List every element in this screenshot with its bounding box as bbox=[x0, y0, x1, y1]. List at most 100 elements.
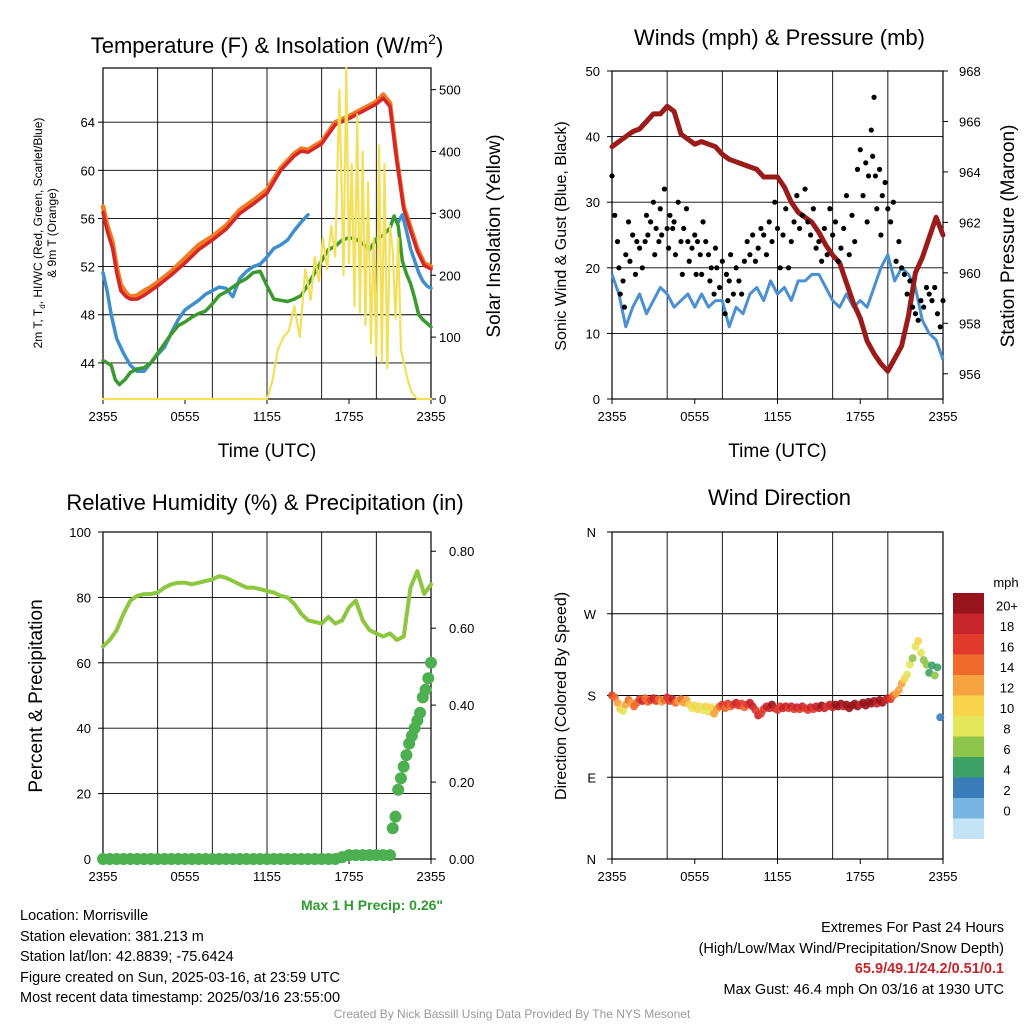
gust-point bbox=[796, 225, 803, 232]
gust-point bbox=[896, 238, 902, 245]
humidity-chart: 0 20 40 60 80 100 0.00 0.20 0.40 0.60 0.80 2355 0555… bbox=[26, 490, 474, 884]
precip-point bbox=[392, 783, 405, 796]
y-axis-label: Percent & Precipitation bbox=[26, 599, 47, 792]
x-tick-label: 1755 bbox=[335, 409, 364, 424]
station-latlon: Station lat/lon: 42.8839; -75.6424 bbox=[20, 949, 234, 965]
gust-point bbox=[716, 284, 723, 291]
y2-tick-label: 0.00 bbox=[449, 852, 474, 867]
gust-point bbox=[915, 317, 921, 323]
gust-point bbox=[705, 252, 712, 258]
colorbar-swatch bbox=[953, 818, 984, 839]
gust-point bbox=[699, 271, 705, 277]
y-tick-label: 52 bbox=[81, 260, 95, 275]
colorbar-swatch bbox=[953, 613, 984, 634]
gust-point bbox=[860, 193, 866, 199]
precip-point bbox=[419, 683, 432, 696]
gust-point bbox=[678, 238, 684, 245]
gust-point bbox=[921, 304, 927, 310]
gust-point bbox=[783, 206, 789, 212]
gust-point bbox=[711, 291, 717, 297]
direction-point bbox=[905, 660, 914, 669]
series-wind-chill-line bbox=[101, 214, 433, 387]
precip-point bbox=[397, 760, 410, 773]
x-tick-label: 1155 bbox=[253, 409, 281, 424]
gust-point bbox=[697, 252, 703, 258]
y-tick-label: 100 bbox=[69, 525, 91, 540]
colorbar-label: 20+ bbox=[996, 599, 1018, 614]
gust-point bbox=[835, 258, 841, 264]
y-tick-label: 40 bbox=[77, 721, 91, 736]
gust-point bbox=[636, 245, 643, 251]
colorbar-swatch bbox=[953, 654, 984, 675]
gust-point bbox=[653, 225, 659, 232]
gust-point bbox=[755, 245, 761, 251]
chart-title: Winds (mph) & Pressure (mb) bbox=[634, 25, 925, 50]
y-tick-label: S bbox=[587, 689, 596, 704]
precip-point bbox=[400, 749, 413, 762]
y-tick-label: 60 bbox=[81, 163, 95, 178]
y2-axis-label: Solar Insolation (Yellow) bbox=[484, 134, 505, 337]
extremes-values: 65.9/49.1/24.2/0.51/0.1 bbox=[854, 961, 1004, 977]
recent-timestamp: Most recent data timestamp: 2025/03/16 2… bbox=[20, 990, 341, 1006]
gust-point bbox=[744, 238, 750, 245]
y-tick-label: 60 bbox=[77, 656, 91, 671]
colorbar-title: mph bbox=[993, 575, 1018, 590]
precip-point bbox=[386, 822, 399, 835]
colorbar-label: 14 bbox=[1000, 660, 1014, 675]
gust-point bbox=[813, 245, 819, 251]
gust-point bbox=[876, 166, 883, 172]
y-tick-label: E bbox=[587, 770, 596, 785]
colorbar-swatch bbox=[953, 757, 984, 778]
gust-point bbox=[846, 252, 852, 258]
gust-point bbox=[816, 238, 822, 245]
x-tick-label: 1155 bbox=[764, 409, 792, 424]
series-rh-line bbox=[101, 569, 433, 649]
gust-point bbox=[683, 206, 690, 212]
gust-point bbox=[708, 265, 714, 271]
credit-line: Created By Nick Bassill Using Data Provi… bbox=[333, 1007, 691, 1021]
gust-point bbox=[645, 232, 651, 238]
chart-title: Wind Direction bbox=[708, 485, 851, 510]
gust-point bbox=[614, 238, 621, 245]
gust-point bbox=[686, 258, 692, 264]
y2-tick-label: 966 bbox=[959, 114, 981, 129]
colorbar-swatch bbox=[953, 675, 984, 696]
y2-tick-label: 400 bbox=[439, 145, 461, 160]
extremes-legend: (High/Low/Max Wind/Precipitation/Snow De… bbox=[698, 940, 1004, 957]
gust-point bbox=[630, 232, 636, 238]
y-tick-label: 80 bbox=[77, 590, 91, 605]
y-tick-label: 20 bbox=[77, 787, 91, 802]
colorbar-label: 12 bbox=[1000, 681, 1014, 696]
y2-tick-label: 964 bbox=[959, 165, 981, 180]
gust-point bbox=[694, 238, 701, 245]
gust-point bbox=[741, 258, 748, 264]
y-axis-label-line2: & 9m T (Orange) bbox=[45, 188, 59, 278]
x-tick-label: 2355 bbox=[89, 869, 118, 884]
series-solar-line bbox=[101, 66, 433, 401]
figure-created: Figure created on Sun, 2025-03-16, at 23… bbox=[20, 969, 340, 986]
y-tick-label: 50 bbox=[586, 64, 600, 79]
y-tick-label: W bbox=[584, 607, 597, 622]
wind-chart: 0 10 20 30 40 50 956 958 960 962 964 966 968 2355 0555… bbox=[553, 25, 1019, 462]
gust-point bbox=[639, 265, 645, 271]
colorbar-swatch bbox=[953, 593, 984, 614]
colorbar-swatch bbox=[953, 695, 984, 716]
gust-point bbox=[901, 271, 907, 277]
gust-point bbox=[761, 232, 767, 238]
x-tick-label: 0555 bbox=[171, 869, 200, 884]
gust-point bbox=[650, 199, 656, 205]
gust-point bbox=[766, 219, 772, 225]
gust-point bbox=[617, 291, 623, 297]
y2-tick-label: 100 bbox=[439, 330, 461, 345]
gust-point bbox=[832, 219, 839, 225]
y-tick-label: 30 bbox=[586, 195, 600, 210]
gust-point bbox=[874, 206, 880, 212]
y2-tick-label: 960 bbox=[959, 266, 981, 281]
precip-point bbox=[422, 672, 435, 685]
gust-point bbox=[621, 304, 628, 310]
chart-title: Relative Humidity (%) & Precipitation (i… bbox=[66, 490, 463, 515]
station-elevation: Station elevation: 381.213 m bbox=[20, 928, 204, 945]
gust-point bbox=[707, 278, 713, 284]
y-tick-label: 44 bbox=[81, 356, 95, 371]
x-tick-label: 1155 bbox=[253, 869, 281, 884]
